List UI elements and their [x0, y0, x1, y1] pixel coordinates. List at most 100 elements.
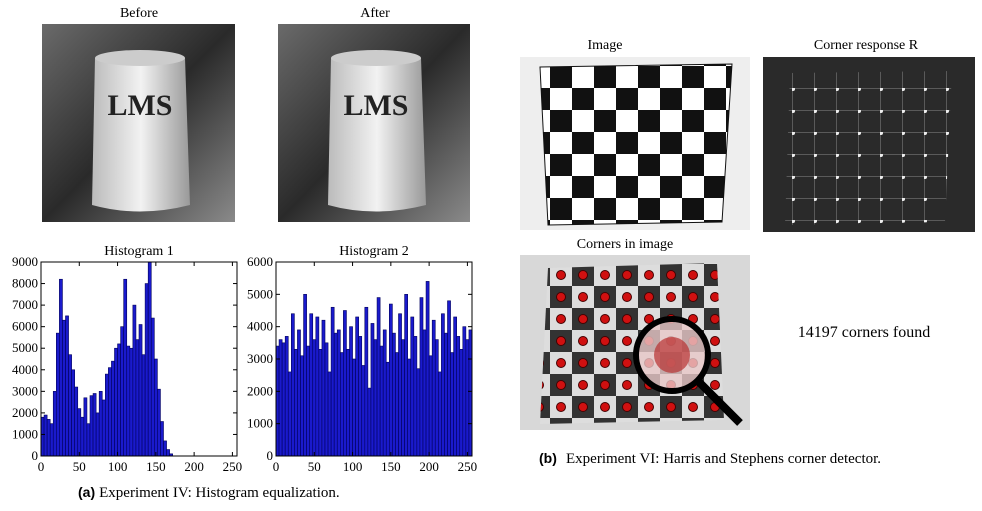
bar [279, 340, 282, 456]
bar [157, 389, 160, 456]
bar [346, 349, 349, 456]
chart-title: Histogram 2 [339, 244, 409, 259]
bar [399, 314, 402, 456]
bar [111, 361, 114, 456]
y-tick-label: 3000 [12, 383, 38, 398]
y-tick-label: 7000 [12, 297, 38, 312]
x-tick-label: 50 [308, 459, 321, 474]
bar [466, 340, 469, 456]
image-title: Corners in image [577, 237, 673, 252]
bar [148, 262, 151, 456]
bar [62, 320, 65, 456]
bar [291, 314, 294, 456]
bar [164, 441, 167, 456]
corners-image [520, 255, 750, 430]
bar [121, 327, 124, 456]
bar [139, 325, 142, 456]
bar [154, 359, 157, 456]
bar [127, 346, 130, 456]
bar [167, 450, 170, 456]
bar [444, 333, 447, 456]
y-tick-label: 5000 [12, 340, 38, 355]
x-tick-label: 200 [419, 459, 439, 474]
caption-label: (a) [78, 484, 95, 500]
bar [405, 294, 408, 456]
bar [438, 372, 441, 456]
bar [316, 317, 319, 456]
bar [66, 316, 69, 456]
bar [282, 343, 285, 456]
bar [359, 336, 362, 456]
bar [115, 348, 118, 456]
x-tick-label: 100 [343, 459, 363, 474]
bar [432, 320, 435, 456]
bar [307, 346, 310, 456]
bar [322, 320, 325, 456]
svg-text:LMS: LMS [343, 89, 408, 122]
x-tick-label: 100 [108, 459, 128, 474]
bar [451, 353, 454, 456]
bar [392, 333, 395, 456]
bar [288, 372, 291, 456]
bar [90, 396, 93, 456]
y-tick-label: 5000 [247, 286, 273, 301]
bar [411, 317, 414, 456]
y-tick-label: 1000 [247, 416, 273, 431]
bar [50, 424, 53, 456]
bar [310, 314, 313, 456]
bar [463, 327, 466, 456]
bar [408, 359, 411, 456]
bar [325, 343, 328, 456]
x-tick-label: 250 [223, 459, 243, 474]
bar [142, 355, 145, 456]
bar [59, 279, 62, 456]
bar [69, 355, 72, 456]
bar [377, 298, 380, 456]
x-tick-label: 0 [273, 459, 280, 474]
bar [304, 294, 307, 456]
y-tick-label: 2000 [12, 405, 38, 420]
bar [417, 369, 420, 456]
bar [81, 417, 84, 456]
bar [93, 393, 96, 456]
figure: Before After LMS LMS Image Corner respon… [0, 0, 982, 511]
bar [160, 422, 163, 456]
bar [374, 340, 377, 456]
checkerboard-image [520, 57, 750, 230]
bar [297, 330, 300, 456]
bar [350, 327, 353, 456]
bar [78, 409, 81, 456]
bar [353, 359, 356, 456]
bar [44, 415, 47, 456]
x-tick-label: 0 [38, 459, 45, 474]
bar [56, 333, 59, 456]
y-tick-label: 6000 [247, 254, 273, 269]
bar [368, 388, 371, 456]
bar [386, 362, 389, 456]
bar [136, 340, 139, 456]
bar [340, 353, 343, 456]
bar [96, 413, 99, 456]
y-tick-label: 3000 [247, 351, 273, 366]
bar [301, 356, 304, 456]
bar [365, 307, 368, 456]
y-tick-label: 9000 [12, 254, 38, 269]
y-tick-label: 1000 [12, 426, 38, 441]
image-title: Image [588, 38, 623, 53]
svg-text:LMS: LMS [107, 89, 172, 122]
bar [294, 349, 297, 456]
bar [383, 330, 386, 456]
bar [328, 372, 331, 456]
corner-count: 14197 corners found [798, 324, 930, 341]
bar [343, 311, 346, 457]
bar [356, 317, 359, 456]
y-tick-label: 6000 [12, 319, 38, 334]
bar [460, 349, 463, 456]
bar [420, 298, 423, 456]
bar [285, 336, 288, 456]
photo-after: LMS [278, 24, 470, 222]
bar [414, 336, 417, 456]
y-tick-label: 4000 [12, 362, 38, 377]
caption-label: (b) [539, 450, 557, 466]
y-tick-label: 4000 [247, 319, 273, 334]
